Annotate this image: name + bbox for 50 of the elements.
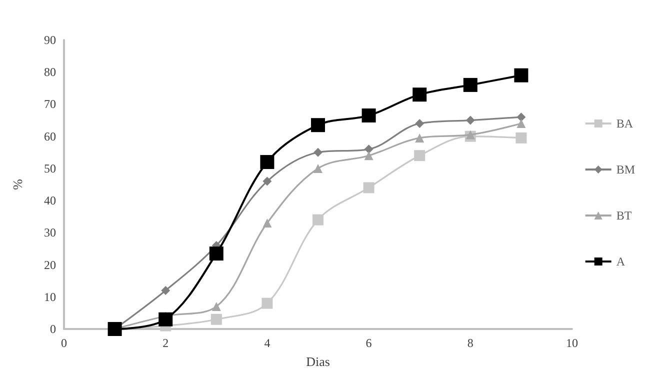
x-tick-label: 0 xyxy=(61,336,67,350)
point xyxy=(466,116,475,125)
point xyxy=(210,314,222,325)
y-axis-title: % xyxy=(10,178,25,190)
point xyxy=(158,312,173,326)
point xyxy=(312,214,324,226)
point xyxy=(516,118,526,128)
point xyxy=(463,78,478,92)
point xyxy=(415,118,424,128)
x-axis-title: Dias xyxy=(306,354,330,369)
point xyxy=(514,68,528,82)
point xyxy=(364,144,374,154)
y-tick-label: 0 xyxy=(50,322,56,336)
y-tick-label: 20 xyxy=(44,258,56,272)
point xyxy=(209,246,224,261)
x-tick-label: 8 xyxy=(467,336,474,350)
x-tick-label: 4 xyxy=(264,336,270,350)
y-tick-label: 70 xyxy=(44,97,56,112)
point xyxy=(311,118,325,132)
y-tick-label: 80 xyxy=(44,65,56,80)
point xyxy=(412,88,427,102)
point xyxy=(362,108,376,122)
y-tick-label: 40 xyxy=(44,194,56,208)
point xyxy=(262,218,272,228)
point xyxy=(516,132,527,144)
point xyxy=(415,133,424,142)
legend-label: A xyxy=(616,254,626,268)
x-tick-label: 10 xyxy=(566,336,578,350)
y-tick-label: 60 xyxy=(44,129,56,144)
legend-label: BT xyxy=(616,208,632,222)
point xyxy=(161,286,170,295)
y-tick-label: 90 xyxy=(44,33,56,47)
point xyxy=(364,151,374,160)
y-tick-label: 30 xyxy=(44,226,56,240)
point xyxy=(314,164,322,173)
point xyxy=(262,176,272,186)
legend-label: BA xyxy=(616,116,634,130)
point xyxy=(466,130,475,140)
y-tick-label: 10 xyxy=(44,290,56,304)
legend-label: BM xyxy=(616,162,636,176)
x-tick-label: 2 xyxy=(162,336,169,350)
point xyxy=(414,150,426,162)
point xyxy=(262,298,273,309)
point xyxy=(363,182,374,194)
y-tick-label: 50 xyxy=(44,161,56,176)
point xyxy=(516,112,526,122)
point xyxy=(260,155,274,170)
point xyxy=(212,302,221,312)
x-tick-label: 6 xyxy=(366,336,372,350)
point xyxy=(314,148,322,157)
